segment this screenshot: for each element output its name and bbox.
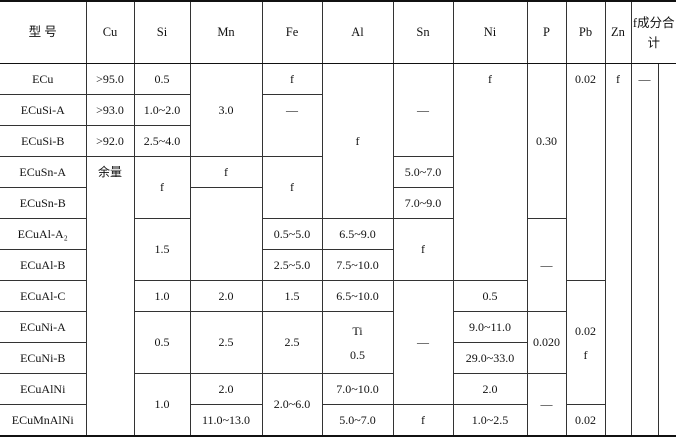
value-cell: 7.0~10.0 <box>321 373 394 405</box>
value-cell: 11.0~13.0 <box>189 404 263 437</box>
column-header: Fe <box>261 0 323 64</box>
column-header: 型 号 <box>0 0 87 64</box>
value-cell: 2.0~6.0 <box>261 373 323 437</box>
value-cell: — <box>261 94 322 157</box>
model-cell: ECuAl-A₂ <box>0 218 87 250</box>
table-row: ECuSn-B 7.0~9.0 <box>0 187 676 281</box>
value-cell: >92.0 <box>85 125 135 157</box>
value-cell: >93.0 <box>85 94 135 126</box>
value-cell: >95.0 <box>85 63 135 95</box>
table-row: ECu >95.0 0.5 3.0 f f — f 0.30 0.02 f — <box>0 63 676 437</box>
value-cell: — <box>526 373 566 437</box>
value-cell: 2.5 <box>189 311 263 374</box>
value-cell: 0.5 <box>452 280 528 312</box>
column-header: Sn <box>392 0 454 64</box>
model-cell: ECuAlNi <box>0 373 87 405</box>
column-header: Mn <box>189 0 263 64</box>
model-cell: ECuSn-A <box>0 156 87 188</box>
value-cell: f <box>392 218 454 281</box>
value-cell: f <box>452 63 528 281</box>
value-cell: 1.0~2.0 <box>133 94 191 126</box>
value-cell <box>657 63 676 437</box>
value-cell: — <box>392 63 454 157</box>
value-cell: 1.5 <box>133 218 191 281</box>
column-header: Al <box>321 0 394 64</box>
value-cell: f <box>604 63 632 437</box>
value-cell: 1.0 <box>133 280 191 312</box>
value-cell: 0.02 <box>565 63 606 281</box>
value-cell: 6.5~10.0 <box>321 280 394 312</box>
value-cell: 0.5~5.0 <box>261 218 323 250</box>
model-cell: ECuMnAlNi <box>0 404 87 437</box>
value-cell: f <box>392 404 454 437</box>
value-cell: 2.5~5.0 <box>261 249 323 281</box>
value-cell: 0.30 <box>526 63 567 219</box>
value-cell: — <box>392 280 454 405</box>
column-header: Zn <box>604 0 632 64</box>
value-cell: 2.0 <box>452 373 528 405</box>
value-cell: Ti 0.5 <box>321 311 394 374</box>
value-cell: 0.02 <box>565 404 605 437</box>
value-cell: 1.0~2.5 <box>452 404 528 437</box>
value-cell: — <box>630 63 659 437</box>
value-cell: 1.5 <box>261 280 323 312</box>
value-cell: — <box>526 218 566 312</box>
model-cell: ECuAl-B <box>0 249 87 281</box>
header-row: 型 号 Cu Si Mn Fe Al Sn Ni P Pb Zn f成分合计 <box>0 0 676 64</box>
value-cell: f <box>133 156 191 219</box>
column-header: Ni <box>452 0 528 64</box>
value-cell: f <box>261 156 323 219</box>
column-header: Cu <box>85 0 135 64</box>
column-header: P <box>526 0 567 64</box>
value-cell: 0.5 <box>133 63 191 95</box>
value-cell: 0.02 f <box>565 280 605 405</box>
column-header: f成分合计 <box>630 0 676 64</box>
model-cell: ECuSi-B <box>0 125 87 157</box>
value-cell: 29.0~33.0 <box>452 342 527 374</box>
value-cell: 余量 <box>85 156 135 437</box>
table-row: ECuMnAlNi 11.0~13.0 5.0~7.0 f 1.0~2.5 0.02 <box>0 404 676 437</box>
table-row: ECuNi-B 29.0~33.0 <box>0 342 676 374</box>
value-cell: 2.0 <box>189 373 263 405</box>
value-cell: 3.0 <box>189 63 263 157</box>
value-cell: f <box>261 63 323 95</box>
value-cell: 0.5 <box>133 311 191 374</box>
table-row: ECuAl-A₂ 1.5 0.5~5.0 6.5~9.0 f — <box>0 218 676 312</box>
model-cell: ECuNi-A <box>0 311 87 343</box>
model-cell: ECuSi-A <box>0 94 87 126</box>
value-cell: 0.020 <box>526 311 566 374</box>
table-row: ECuAl-C 1.0 2.0 1.5 6.5~10.0—0.5 0.02 f <box>0 280 676 405</box>
value-cell: 2.5~4.0 <box>133 125 190 157</box>
value-cell: 5.0~7.0 <box>321 404 394 437</box>
value-cell: 2.0 <box>189 280 263 312</box>
value-cell: f <box>321 63 394 219</box>
table-row: ECuSi-B >92.0 2.5~4.0 <box>0 125 676 157</box>
value-cell: 7.5~10.0 <box>321 249 393 281</box>
model-cell: ECuNi-B <box>0 342 87 374</box>
value-cell: 9.0~11.0 <box>452 311 528 343</box>
model-cell: ECu <box>0 63 87 95</box>
table-row: ECuNi-A 0.5 2.5 2.5 Ti 0.5 9.0~11.0 0.020 <box>0 311 676 374</box>
value-cell: 7.0~9.0 <box>392 187 453 219</box>
value-cell: 1.0 <box>133 373 191 437</box>
value-cell: 6.5~9.0 <box>321 218 394 250</box>
model-cell: ECuSn-B <box>0 187 87 219</box>
value-cell: 5.0~7.0 <box>392 156 453 188</box>
model-cell: ECuAl-C <box>0 280 87 312</box>
value-cell: f <box>189 156 263 188</box>
value-cell: 2.5 <box>261 311 323 374</box>
column-header: Pb <box>565 0 606 64</box>
value-cell <box>189 187 263 281</box>
column-header: Si <box>133 0 191 64</box>
